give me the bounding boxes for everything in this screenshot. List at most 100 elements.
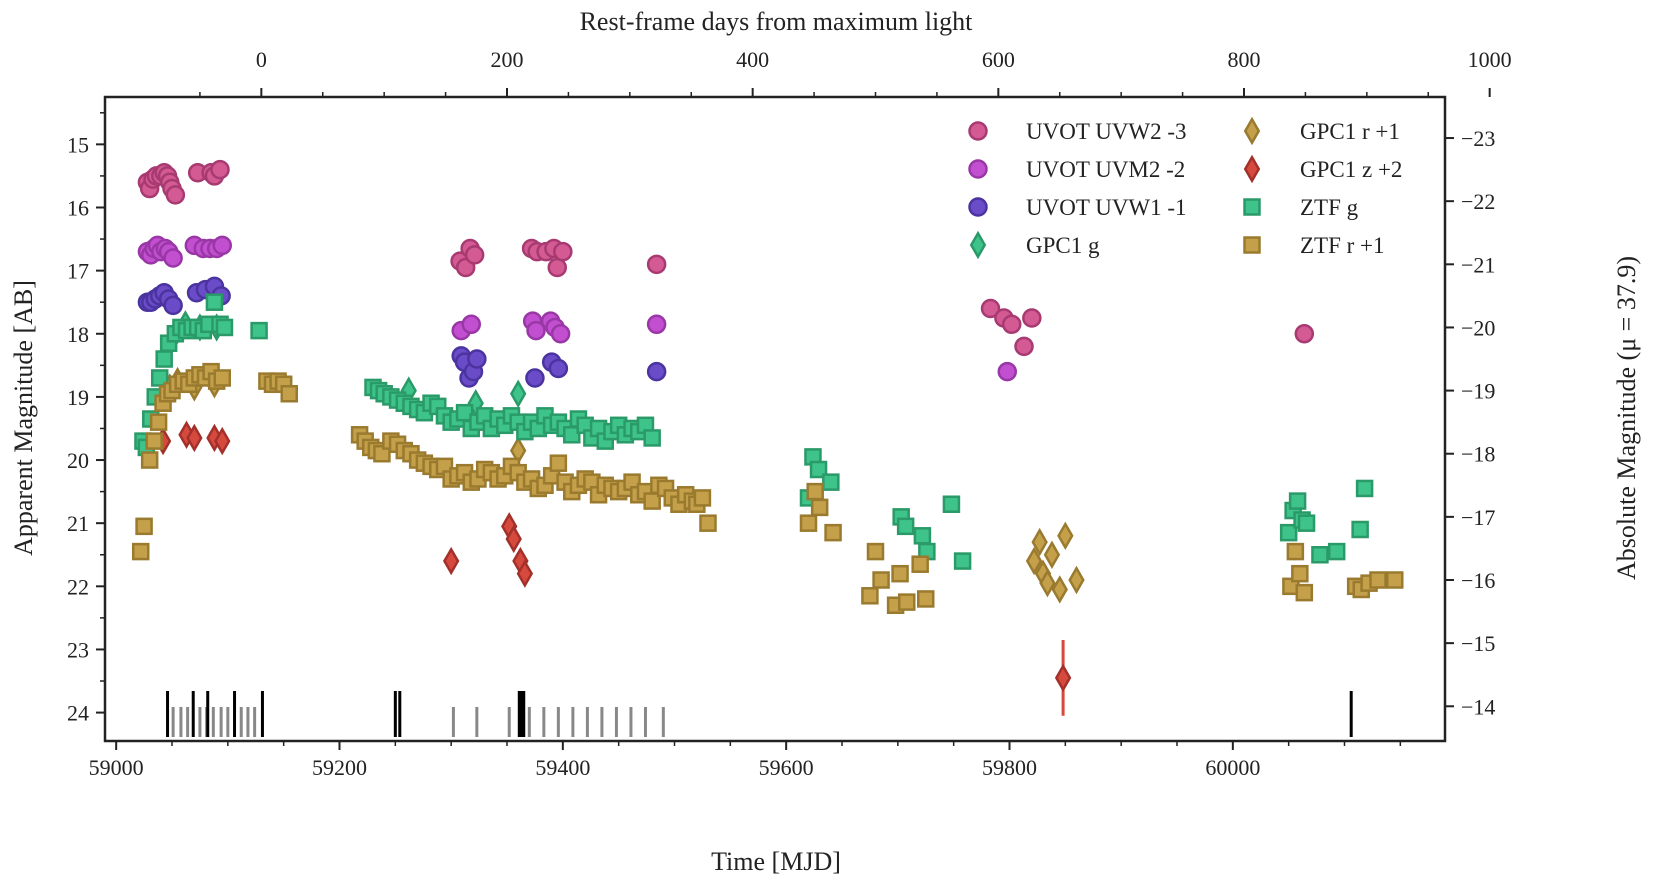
axes: 59000 59200 59400 59600 59800 60000 0 200 400 600… xyxy=(67,47,1512,780)
data-point xyxy=(516,559,534,588)
data-point xyxy=(149,413,168,431)
data-point xyxy=(145,432,163,450)
right-y-axis-label: Absolute Magnitude (μ = 37.9) xyxy=(1612,256,1641,580)
data-point xyxy=(917,590,935,608)
data-point xyxy=(1286,542,1305,561)
y-tick-label: 20 xyxy=(67,448,89,473)
data-point xyxy=(1031,527,1048,557)
data-point xyxy=(1025,546,1043,576)
x-tick-label: 59400 xyxy=(535,755,590,780)
legend-marker xyxy=(1243,198,1261,216)
legend-label: GPC1 z +2 xyxy=(1300,157,1402,182)
data-point xyxy=(911,555,929,573)
data-point xyxy=(866,542,885,561)
data-point xyxy=(165,185,186,205)
data-point xyxy=(250,321,268,340)
data-point xyxy=(1054,663,1072,693)
data-point xyxy=(799,514,818,532)
data-point xyxy=(525,368,545,388)
legend-marker xyxy=(968,121,988,141)
right-tick-label: −21 xyxy=(1461,252,1495,277)
top-axis-label: Rest-frame days from maximum light xyxy=(580,7,974,36)
data-point xyxy=(953,552,972,570)
data-point xyxy=(643,429,661,447)
data-point xyxy=(509,379,527,408)
legend: UVOT UVW2 -3 UVOT UVM2 -2 UVOT UVW1 -1 GPC1… xyxy=(968,116,1402,260)
data-point xyxy=(1355,479,1374,498)
data-point xyxy=(980,298,1001,319)
data-point xyxy=(280,384,298,403)
data-point xyxy=(997,361,1018,382)
legend-marker xyxy=(968,159,988,179)
data-point xyxy=(942,495,961,513)
y-tick-label: 23 xyxy=(67,637,89,662)
y-tick-label: 21 xyxy=(67,511,89,536)
right-tick-label: −17 xyxy=(1461,505,1495,530)
data-point xyxy=(131,542,150,561)
data-point xyxy=(210,159,230,180)
series-1 xyxy=(137,235,1018,382)
data-point xyxy=(205,293,224,311)
legend-marker xyxy=(969,230,987,260)
legend-label: ZTF r +1 xyxy=(1300,233,1385,258)
data-point xyxy=(1297,514,1316,532)
series-5 xyxy=(154,420,1072,693)
y-tick-label: 16 xyxy=(67,195,89,220)
legend-entry: ZTF r +1 xyxy=(1243,233,1385,258)
data-point xyxy=(913,527,932,545)
data-point xyxy=(809,460,828,479)
data-point xyxy=(553,241,573,262)
legend-label: UVOT UVW1 -1 xyxy=(1026,195,1187,220)
data-point xyxy=(1279,523,1298,542)
data-point xyxy=(1291,564,1309,583)
data-point xyxy=(140,451,159,469)
data-point xyxy=(212,235,232,256)
data-point xyxy=(898,593,916,611)
series-0 xyxy=(137,159,1315,357)
data-point xyxy=(1369,571,1387,589)
y-tick-label: 22 xyxy=(67,574,89,599)
y-tick-label: 18 xyxy=(67,322,89,347)
legend-marker xyxy=(1243,154,1261,184)
y-tick-label: 17 xyxy=(67,259,89,284)
data-point xyxy=(186,423,203,453)
top-tick-label: 800 xyxy=(1228,47,1261,72)
data-point xyxy=(1295,583,1314,602)
y-tick-label: 15 xyxy=(67,132,89,157)
data-point xyxy=(1386,571,1404,589)
legend-entry: GPC1 z +2 xyxy=(1243,154,1402,184)
data-point xyxy=(1288,492,1307,510)
data-point xyxy=(891,564,909,583)
legend-entry: UVOT UVM2 -2 xyxy=(968,157,1185,182)
data-point xyxy=(461,314,482,335)
data-point xyxy=(373,444,391,463)
data-point xyxy=(550,324,571,344)
data-point xyxy=(1351,520,1369,539)
x-tick-label: 59600 xyxy=(759,755,814,780)
legend-label: UVOT UVM2 -2 xyxy=(1026,157,1185,182)
data-point xyxy=(215,318,234,337)
data-point xyxy=(646,254,667,275)
legend-marker xyxy=(1243,116,1261,146)
data-point xyxy=(213,369,231,387)
right-tick-label: −19 xyxy=(1461,379,1495,404)
legend-entry: GPC1 g xyxy=(969,230,1100,260)
data-point xyxy=(1039,568,1056,598)
data-point xyxy=(693,489,712,507)
y-axis-label: Apparent Magnitude [AB] xyxy=(9,280,38,556)
data-point xyxy=(464,245,485,265)
data-point xyxy=(1051,575,1068,604)
x-tick-label: 60000 xyxy=(1205,755,1260,780)
data-point xyxy=(163,248,183,268)
data-point xyxy=(1294,324,1315,344)
x-axis-label: Time [MJD] xyxy=(711,847,841,876)
data-point xyxy=(896,517,915,536)
legend-entry: ZTF g xyxy=(1243,195,1359,220)
x-tick-label: 59000 xyxy=(89,755,144,780)
legend-marker xyxy=(968,197,988,217)
legend-label: UVOT UVW2 -3 xyxy=(1026,119,1187,144)
data-point xyxy=(1057,521,1074,551)
legend-marker xyxy=(1243,236,1261,254)
y-tick-label: 19 xyxy=(67,385,89,410)
